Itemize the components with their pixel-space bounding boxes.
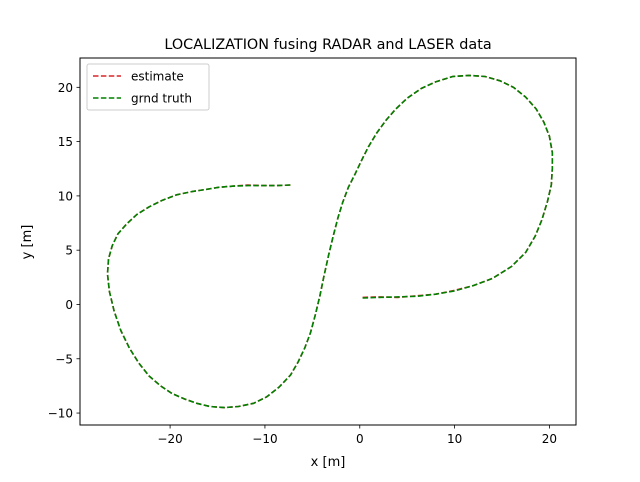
legend-label: estimate (131, 70, 184, 84)
series-line-ground-truth (106, 74, 554, 409)
y-tick-label: 10 (58, 189, 73, 203)
plot-lines (106, 74, 554, 409)
axis-ticks: −20 −10 0 10 20 −10 −5 0 5 10 15 20 (48, 81, 557, 446)
plot-frame (79, 57, 577, 426)
y-tick-label: −5 (55, 352, 73, 366)
legend: estimate grnd truth (86, 63, 210, 111)
x-tick-label: −20 (157, 432, 182, 446)
y-tick-label: 20 (58, 81, 73, 95)
y-tick-label: 0 (65, 298, 73, 312)
y-axis-label: y [m] (20, 225, 35, 260)
y-tick-label: −10 (48, 407, 73, 421)
y-tick-label: 5 (65, 244, 73, 258)
x-tick-label: 20 (542, 432, 557, 446)
x-tick-label: 0 (356, 432, 364, 446)
chart-title: LOCALIZATION fusing RADAR and LASER data (164, 37, 491, 53)
legend-label: grnd truth (131, 92, 192, 106)
x-tick-label: 10 (447, 432, 462, 446)
y-tick-label: 15 (58, 135, 73, 149)
x-tick-label: −10 (252, 432, 277, 446)
x-axis-label: x [m] (311, 455, 346, 470)
